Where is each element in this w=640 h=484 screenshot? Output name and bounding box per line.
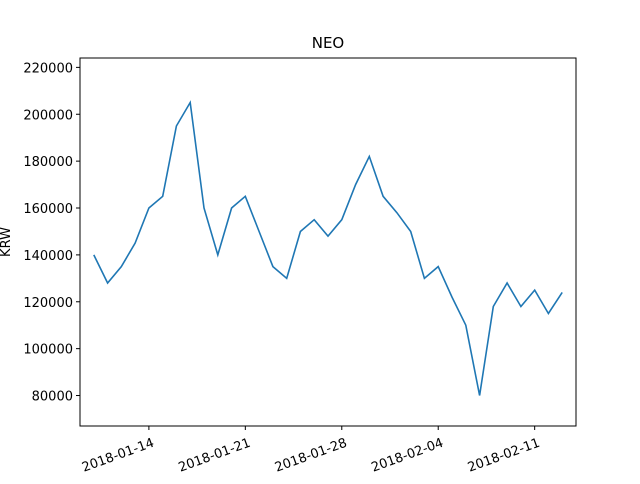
chart-title: NEO [312, 34, 345, 52]
x-tick-label: 2018-02-04 [369, 436, 445, 476]
y-tick-label: 100000 [23, 343, 73, 358]
y-tick-label: 140000 [23, 249, 73, 264]
x-tick-label: 2018-01-28 [273, 436, 349, 476]
y-tick-label: 160000 [23, 202, 73, 217]
x-tick-label: 2018-01-21 [177, 436, 253, 476]
x-tick-label: 2018-02-11 [466, 436, 542, 476]
y-tick-label: 180000 [23, 155, 73, 170]
y-tick-label: 80000 [32, 390, 73, 405]
y-tick-label: 220000 [23, 61, 73, 76]
y-tick-label: 200000 [23, 108, 73, 123]
axes-frame [79, 57, 577, 427]
y-tick-label: 120000 [23, 296, 73, 311]
x-tick-label: 2018-01-14 [80, 436, 156, 476]
line [93, 100, 563, 396]
y-axis-label: KRW [0, 227, 14, 257]
